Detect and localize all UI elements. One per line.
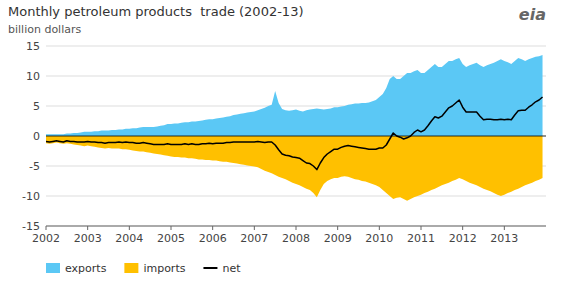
zero-line <box>46 136 546 137</box>
x-tick <box>379 226 380 230</box>
x-tick <box>171 226 172 230</box>
x-tick <box>421 226 422 230</box>
legend-label: net <box>222 262 241 275</box>
x-tick-label: 2007 <box>240 232 268 245</box>
legend-swatch <box>203 267 217 269</box>
x-tick-label: 2006 <box>199 232 227 245</box>
grid <box>46 46 546 226</box>
x-tick <box>504 226 505 230</box>
x-tick <box>337 226 338 230</box>
x-tick-label: 2004 <box>115 232 143 245</box>
x-tick-label: 2002 <box>32 232 60 245</box>
x-tick <box>212 226 213 230</box>
y-tick-label: 15 <box>26 40 40 53</box>
y-tick-label: -5 <box>29 160 40 173</box>
legend-swatch <box>46 263 60 273</box>
y-grid-line <box>46 196 546 197</box>
subtitle: billion dollars <box>8 23 81 36</box>
x-tick <box>87 226 88 230</box>
legend-label: imports <box>143 262 185 275</box>
y-tick-label: 0 <box>33 130 40 143</box>
chart: Monthly petroleum products trade (2002-1… <box>0 0 561 286</box>
area <box>46 55 543 136</box>
legend: exports imports net <box>46 262 241 275</box>
y-tick-label: -10 <box>22 190 40 203</box>
x-tick-label: 2005 <box>157 232 185 245</box>
legend-swatch <box>124 263 138 273</box>
x-tick-label: 2013 <box>490 232 518 245</box>
x-tick-label: 2003 <box>74 232 102 245</box>
annotation: eia <box>519 5 546 24</box>
plot-area <box>46 55 546 201</box>
x-tick-label: 2012 <box>449 232 477 245</box>
x-tick-label: 2009 <box>324 232 352 245</box>
x-tick-label: 2011 <box>407 232 435 245</box>
y-grid-line <box>46 46 546 47</box>
line <box>46 97 543 170</box>
x-tick <box>462 226 463 230</box>
x-tick-label: 2010 <box>365 232 393 245</box>
area <box>46 136 543 201</box>
x-tick <box>254 226 255 230</box>
y-grid-line <box>46 226 546 227</box>
x-tick <box>46 226 47 230</box>
title: Monthly petroleum products trade (2002-1… <box>8 4 303 19</box>
y-tick-label: 5 <box>33 100 40 113</box>
x-axis-line <box>46 226 546 227</box>
y-grid-line <box>46 136 546 137</box>
x-tick-label: 2008 <box>282 232 310 245</box>
legend-label: exports <box>65 262 107 275</box>
x-tick <box>296 226 297 230</box>
x-tick <box>129 226 130 230</box>
y-tick-label: 10 <box>26 70 40 83</box>
